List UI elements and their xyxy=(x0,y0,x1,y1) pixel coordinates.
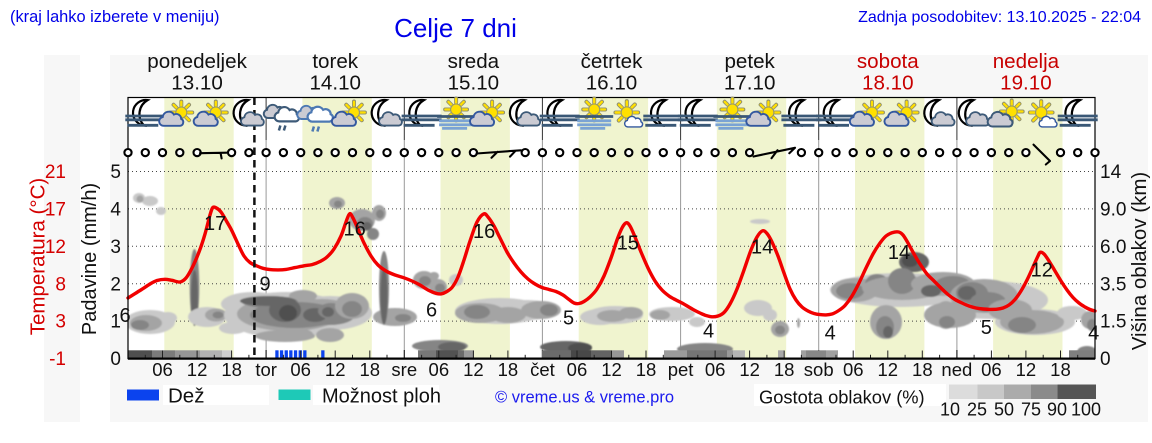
svg-text:nedelja: nedelja xyxy=(993,50,1060,73)
svg-text:ponedeljek: ponedeljek xyxy=(147,50,247,73)
svg-text:1: 1 xyxy=(110,312,121,333)
svg-text:9: 9 xyxy=(260,274,271,296)
svg-text:12: 12 xyxy=(187,359,208,380)
svg-text:16: 16 xyxy=(473,221,495,243)
svg-text:0: 0 xyxy=(1100,349,1111,370)
svg-text:18: 18 xyxy=(636,359,657,380)
svg-text:15.10: 15.10 xyxy=(448,72,500,95)
svg-text:5: 5 xyxy=(110,162,121,183)
svg-text:5: 5 xyxy=(563,307,574,329)
svg-text:6: 6 xyxy=(426,300,437,322)
svg-text:18: 18 xyxy=(359,359,380,380)
svg-text:06: 06 xyxy=(705,359,726,380)
svg-text:sobota: sobota xyxy=(857,50,919,73)
svg-text:14.10: 14.10 xyxy=(309,72,361,95)
svg-text:3: 3 xyxy=(110,237,121,258)
svg-text:6: 6 xyxy=(120,305,131,327)
svg-text:12: 12 xyxy=(877,359,898,380)
svg-text:17.10: 17.10 xyxy=(724,72,776,95)
svg-text:13.10: 13.10 xyxy=(171,72,223,95)
svg-text:© vreme.us & vreme.pro: © vreme.us & vreme.pro xyxy=(495,389,674,407)
svg-text:1.5: 1.5 xyxy=(1100,312,1126,333)
svg-text:12: 12 xyxy=(45,237,66,258)
svg-text:14: 14 xyxy=(1100,162,1122,183)
svg-text:Dež: Dež xyxy=(168,385,204,408)
svg-text:12: 12 xyxy=(463,359,484,380)
svg-text:18: 18 xyxy=(221,359,242,380)
svg-text:14: 14 xyxy=(751,236,773,258)
svg-text:06: 06 xyxy=(981,359,1002,380)
svg-text:pet: pet xyxy=(668,359,694,380)
svg-text:Gostota oblakov (%): Gostota oblakov (%) xyxy=(759,387,925,408)
svg-text:Celje 7 dni: Celje 7 dni xyxy=(394,13,517,43)
svg-text:16.10: 16.10 xyxy=(586,72,638,95)
svg-text:0: 0 xyxy=(110,349,121,370)
svg-text:100: 100 xyxy=(1071,400,1101,420)
svg-text:06: 06 xyxy=(152,359,173,380)
svg-text:4: 4 xyxy=(110,199,121,220)
svg-text:06: 06 xyxy=(843,359,864,380)
svg-text:19.10: 19.10 xyxy=(1000,72,1052,95)
svg-text:25: 25 xyxy=(967,400,987,420)
svg-text:12: 12 xyxy=(1016,359,1037,380)
svg-text:torek: torek xyxy=(312,50,358,73)
svg-text:12: 12 xyxy=(601,359,622,380)
svg-text:4: 4 xyxy=(1088,323,1099,345)
svg-text:90: 90 xyxy=(1047,400,1067,420)
svg-text:ned: ned xyxy=(941,359,972,380)
svg-text:tor: tor xyxy=(255,359,277,380)
svg-text:8: 8 xyxy=(55,274,66,295)
svg-text:12: 12 xyxy=(325,359,346,380)
svg-text:sreda: sreda xyxy=(448,50,500,73)
svg-text:17: 17 xyxy=(204,213,226,235)
svg-text:6.0: 6.0 xyxy=(1100,237,1126,258)
svg-text:2: 2 xyxy=(110,274,121,295)
svg-text:18: 18 xyxy=(1050,359,1071,380)
svg-text:čet: čet xyxy=(530,359,555,380)
svg-text:18: 18 xyxy=(498,359,519,380)
svg-text:9.0: 9.0 xyxy=(1100,199,1126,220)
svg-text:4: 4 xyxy=(825,323,836,345)
svg-text:10: 10 xyxy=(940,400,960,420)
svg-text:(kraj lahko izberete v meniju): (kraj lahko izberete v meniju) xyxy=(10,8,220,26)
svg-text:-1: -1 xyxy=(49,349,66,370)
svg-text:17: 17 xyxy=(45,199,66,220)
svg-text:06: 06 xyxy=(290,359,311,380)
svg-text:Padavine (mm/h): Padavine (mm/h) xyxy=(79,183,101,335)
svg-text:18.10: 18.10 xyxy=(862,72,914,95)
svg-text:Višina oblakov (km): Višina oblakov (km) xyxy=(1128,172,1151,351)
svg-text:sre: sre xyxy=(391,359,417,380)
svg-text:15: 15 xyxy=(617,233,639,255)
svg-text:Temperatura (°C): Temperatura (°C) xyxy=(27,178,50,335)
svg-text:Zadnja posodobitev: 13.10.2025: Zadnja posodobitev: 13.10.2025 - 22:04 xyxy=(858,9,1141,26)
svg-text:75: 75 xyxy=(1021,400,1041,420)
svg-text:06: 06 xyxy=(567,359,588,380)
svg-text:3: 3 xyxy=(55,312,66,333)
svg-text:14: 14 xyxy=(888,242,910,264)
svg-text:12: 12 xyxy=(1031,259,1053,281)
svg-text:Možnost ploh: Možnost ploh xyxy=(322,386,441,408)
svg-text:16: 16 xyxy=(344,219,366,241)
svg-text:sob: sob xyxy=(804,359,834,380)
svg-text:3.5: 3.5 xyxy=(1100,274,1126,295)
svg-text:5: 5 xyxy=(981,317,992,339)
svg-text:petek: petek xyxy=(724,50,775,73)
svg-text:06: 06 xyxy=(429,359,450,380)
svg-text:4: 4 xyxy=(703,321,714,343)
svg-text:18: 18 xyxy=(774,359,795,380)
svg-text:18: 18 xyxy=(912,359,933,380)
svg-text:četrtek: četrtek xyxy=(581,50,644,73)
svg-text:21: 21 xyxy=(45,162,66,183)
svg-text:50: 50 xyxy=(994,400,1014,420)
svg-text:12: 12 xyxy=(739,359,760,380)
